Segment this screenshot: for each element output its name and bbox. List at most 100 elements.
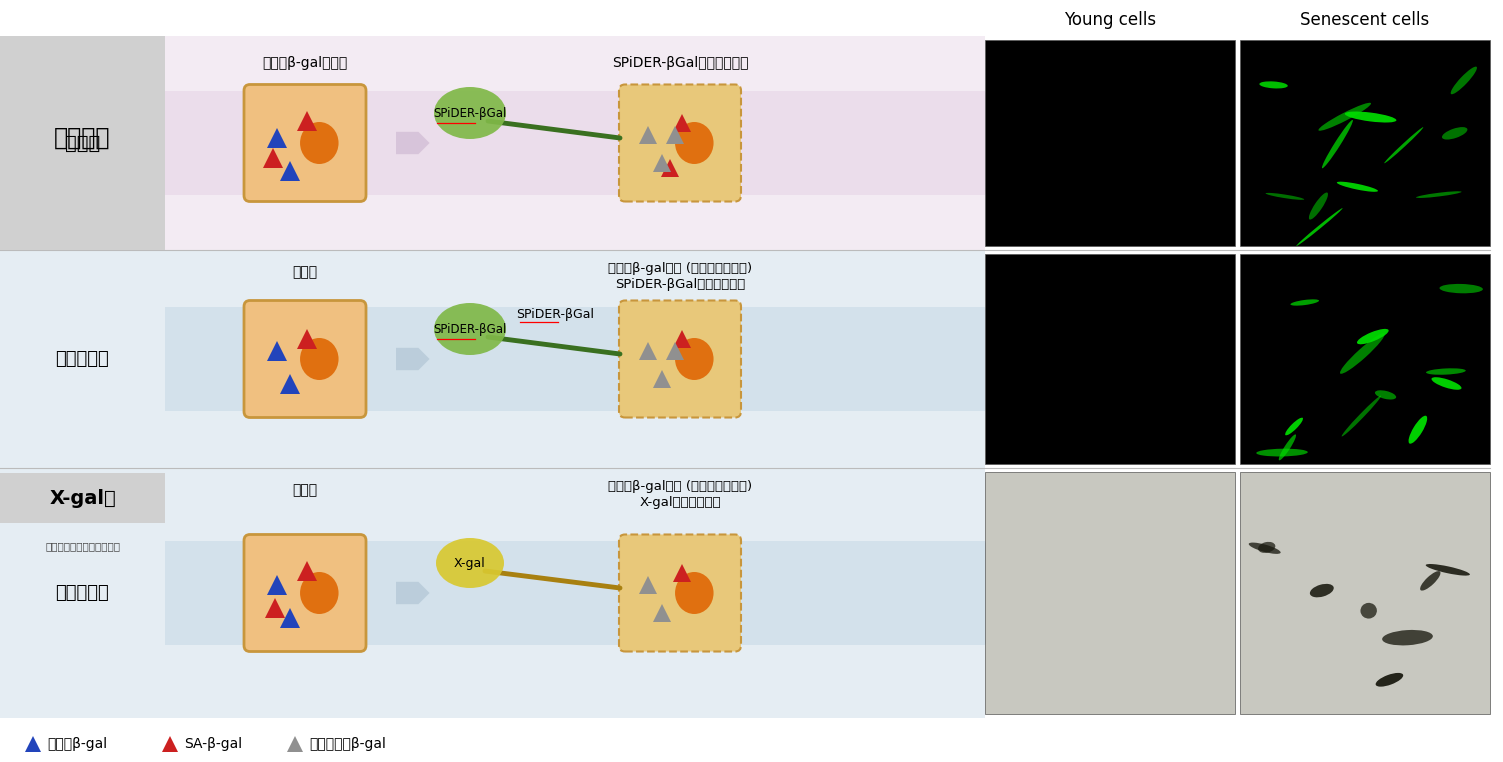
Polygon shape xyxy=(639,126,657,144)
Polygon shape xyxy=(298,329,317,349)
Ellipse shape xyxy=(1285,418,1303,435)
Ellipse shape xyxy=(434,87,507,139)
Ellipse shape xyxy=(1357,329,1389,344)
Text: 抑制されたβ-gal: 抑制されたβ-gal xyxy=(310,737,386,751)
Ellipse shape xyxy=(1249,543,1281,554)
Ellipse shape xyxy=(1279,434,1296,460)
Ellipse shape xyxy=(1431,377,1461,389)
Polygon shape xyxy=(395,582,430,604)
Polygon shape xyxy=(165,307,1007,411)
Ellipse shape xyxy=(1257,449,1308,456)
Polygon shape xyxy=(287,736,304,752)
Polygon shape xyxy=(673,114,691,132)
Ellipse shape xyxy=(1416,191,1461,198)
Text: 固定化細胞: 固定化細胞 xyxy=(56,350,110,368)
Polygon shape xyxy=(666,126,684,144)
Text: SPiDER-βGal添加にて染色: SPiDER-βGal添加にて染色 xyxy=(612,56,748,70)
FancyBboxPatch shape xyxy=(619,534,741,652)
Ellipse shape xyxy=(675,338,714,380)
Ellipse shape xyxy=(1258,542,1276,553)
Text: Young cells: Young cells xyxy=(1064,11,1156,29)
Ellipse shape xyxy=(1375,673,1404,687)
Polygon shape xyxy=(395,347,430,370)
Polygon shape xyxy=(395,132,430,154)
Ellipse shape xyxy=(1297,208,1342,246)
Text: SPiDER-βGal添加にて染色: SPiDER-βGal添加にて染色 xyxy=(615,278,745,291)
Ellipse shape xyxy=(1441,127,1467,139)
Ellipse shape xyxy=(1291,299,1320,306)
Text: 固定化細胞: 固定化細胞 xyxy=(56,584,110,602)
Ellipse shape xyxy=(1309,584,1333,597)
Polygon shape xyxy=(652,154,670,172)
FancyBboxPatch shape xyxy=(243,534,367,652)
Ellipse shape xyxy=(1341,333,1384,374)
Text: 本キット: 本キット xyxy=(54,126,111,150)
Ellipse shape xyxy=(1266,193,1305,200)
Polygon shape xyxy=(263,148,283,168)
Text: SPiDER-βGal: SPiDER-βGal xyxy=(433,107,507,120)
Ellipse shape xyxy=(1383,630,1432,645)
Ellipse shape xyxy=(1342,395,1381,437)
Text: 内在性β-gal抑制 (バッファー交換): 内在性β-gal抑制 (バッファー交換) xyxy=(607,480,752,493)
Text: Senescent cells: Senescent cells xyxy=(1300,11,1429,29)
Ellipse shape xyxy=(1336,181,1378,192)
Text: X-gal添加にて染色: X-gal添加にて染色 xyxy=(639,496,721,509)
Bar xyxy=(0,36,984,250)
Bar xyxy=(1240,472,1489,714)
Polygon shape xyxy=(268,341,287,361)
Bar xyxy=(0,468,984,718)
Bar xyxy=(1240,254,1489,464)
Polygon shape xyxy=(280,608,301,628)
Bar xyxy=(0,36,165,250)
Ellipse shape xyxy=(1426,368,1465,375)
Polygon shape xyxy=(165,91,1007,195)
Ellipse shape xyxy=(675,122,714,164)
Polygon shape xyxy=(162,736,177,752)
Bar xyxy=(984,254,1235,464)
Ellipse shape xyxy=(1323,120,1353,168)
Ellipse shape xyxy=(1260,82,1288,88)
Ellipse shape xyxy=(1318,103,1371,131)
FancyBboxPatch shape xyxy=(243,300,367,418)
Text: 固定化: 固定化 xyxy=(293,265,317,279)
Bar xyxy=(984,40,1235,246)
Polygon shape xyxy=(298,111,317,131)
Polygon shape xyxy=(280,161,301,181)
Bar xyxy=(0,473,165,523)
Polygon shape xyxy=(661,159,679,177)
Ellipse shape xyxy=(1408,416,1428,443)
FancyBboxPatch shape xyxy=(243,85,367,201)
Ellipse shape xyxy=(1384,127,1423,163)
Text: SPiDER-βGal: SPiDER-βGal xyxy=(433,322,507,335)
FancyBboxPatch shape xyxy=(619,300,741,418)
Polygon shape xyxy=(26,736,41,752)
Text: 生細胞: 生細胞 xyxy=(65,133,101,152)
Ellipse shape xyxy=(301,338,338,380)
Polygon shape xyxy=(165,541,1007,645)
Ellipse shape xyxy=(1345,111,1396,123)
Ellipse shape xyxy=(1426,564,1470,575)
Polygon shape xyxy=(280,374,301,394)
Ellipse shape xyxy=(301,122,338,164)
Ellipse shape xyxy=(675,572,714,614)
Polygon shape xyxy=(666,342,684,360)
Ellipse shape xyxy=(436,538,504,588)
Text: 内在性β-gal抑制 (バッファー交換): 内在性β-gal抑制 (バッファー交換) xyxy=(607,262,752,275)
Polygon shape xyxy=(268,128,287,148)
Text: 固定化: 固定化 xyxy=(293,483,317,497)
Polygon shape xyxy=(673,330,691,348)
Bar xyxy=(984,472,1235,714)
Ellipse shape xyxy=(1450,66,1477,94)
Polygon shape xyxy=(268,575,287,595)
Text: 内在性β-gal: 内在性β-gal xyxy=(47,737,107,751)
Polygon shape xyxy=(639,576,657,594)
Text: SA-β-gal: SA-β-gal xyxy=(183,737,242,751)
Polygon shape xyxy=(639,342,657,360)
Ellipse shape xyxy=(1360,603,1377,619)
Bar xyxy=(0,250,984,468)
Ellipse shape xyxy=(1375,390,1396,399)
FancyBboxPatch shape xyxy=(619,85,741,201)
Polygon shape xyxy=(673,564,691,582)
Text: X-gal: X-gal xyxy=(454,556,485,569)
Text: 生細胞には利用できません: 生細胞には利用できません xyxy=(45,541,120,551)
